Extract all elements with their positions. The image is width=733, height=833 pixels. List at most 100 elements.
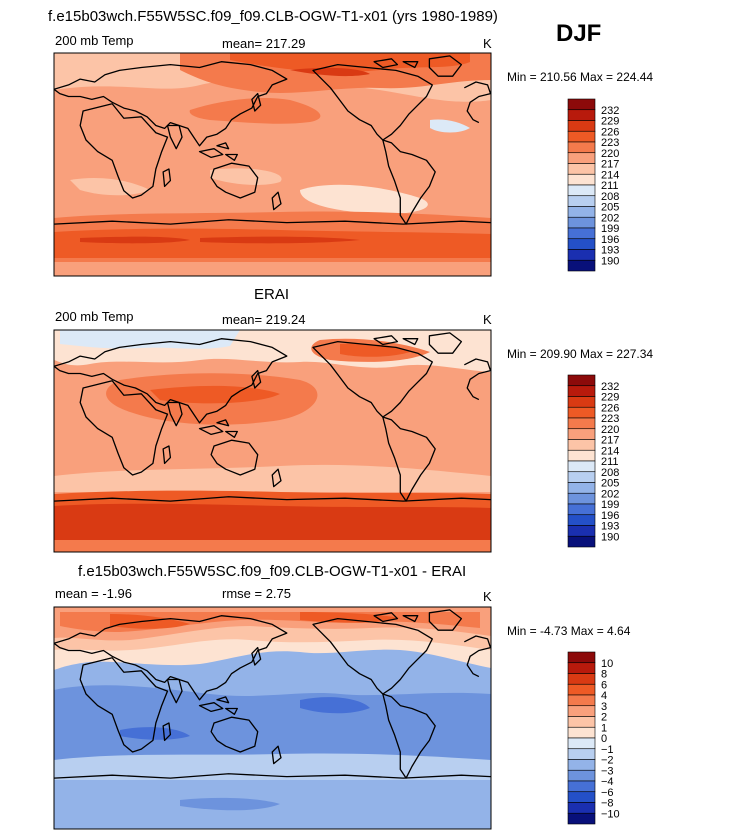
colorbar-swatch [567,152,596,164]
colorbar-tick-label: 202 [601,488,619,500]
panel2-map [54,330,491,552]
colorbar-tick-label: −3 [601,765,614,777]
colorbar-tick-label: 211 [601,456,619,468]
colorbar-tick-label: 229 [601,392,619,404]
colorbar-swatch [567,460,596,473]
colorbar-tick-label: −8 [601,798,614,810]
colorbar-swatch [567,748,596,760]
colorbar-tick-label: 1 [601,722,607,734]
panel3-frame [53,606,492,830]
colorbar-swatch [567,195,596,207]
colorbar-tick-label: 232 [601,381,619,393]
panel1-colorbar: 2322292262232202172142112082052021991961… [567,98,619,272]
colorbar-swatch [567,694,596,707]
colorbar-swatch [567,120,596,132]
colorbar-tick-label: 217 [601,435,619,447]
colorbar-tick-label: 6 [601,679,607,691]
panel1-minmax: Min = 210.56 Max = 224.44 [507,70,654,84]
colorbar-swatch [567,141,596,154]
colorbar-tick-label: 196 [601,510,619,522]
colorbar-swatch [567,449,596,462]
colorbar-swatch [567,396,596,408]
colorbar-tick-label: 2 [601,712,607,724]
colorbar-swatch [567,216,596,229]
colorbar-tick-label: 0 [601,733,607,745]
colorbar-swatch [567,759,596,771]
colorbar-swatch [567,249,596,261]
colorbar-tick-label: 3 [601,701,607,713]
colorbar-tick-label: 205 [601,478,619,490]
colorbar-tick-label: 196 [601,234,619,246]
colorbar-swatch [567,227,596,240]
colorbar-tick-label: 202 [601,212,619,224]
colorbar-tick-label: 217 [601,159,619,171]
colorbar-tick-label: 190 [601,255,619,267]
panel1-mean-label: mean= 217.29 [222,36,306,51]
colorbar-swatch [567,726,596,739]
panel3-mean-label: mean = -1.96 [55,586,132,601]
colorbar-tick-label: 211 [601,180,619,192]
colorbar-swatch [567,184,596,197]
colorbar-tick-label: 214 [601,445,619,457]
season-label: DJF [556,20,602,47]
colorbar-swatch [567,716,596,728]
colorbar-swatch [567,417,596,430]
colorbar-tick-label: 226 [601,402,619,414]
colorbar-tick-label: 223 [601,137,619,149]
colorbar-tick-label: 223 [601,413,619,425]
colorbar-swatch [567,238,596,250]
panel1-frame [53,52,492,277]
colorbar-swatch [567,769,596,782]
colorbar-swatch [567,471,596,483]
colorbar-swatch [567,503,596,516]
panel3-title: f.e15b03wch.F55W5SC.f09_f09.CLB-OGW-T1-x… [78,563,467,580]
colorbar-swatch [567,163,596,175]
panel2-frame [53,329,492,553]
colorbar-tick-label: 8 [601,669,607,681]
colorbar-swatch [567,385,596,397]
panel3-minmax: Min = -4.73 Max = 4.64 [507,624,631,638]
panel3-units: K [483,589,492,604]
colorbar-tick-label: 205 [601,202,619,214]
colorbar-swatch [567,109,596,121]
colorbar-tick-label: −10 [601,808,620,820]
colorbar-swatch [567,662,596,674]
panel2-title: ERAI [254,286,290,303]
colorbar-swatch [567,130,596,143]
colorbar-tick-label: 4 [601,690,607,702]
colorbar-swatch [567,428,596,440]
colorbar-swatch [567,737,596,750]
colorbar-swatch [567,673,596,685]
colorbar-swatch [567,802,596,814]
panel1-units: K [483,36,492,51]
colorbar-swatch [567,791,596,803]
panel3-map [54,607,491,829]
colorbar-tick-label: 190 [601,531,619,543]
colorbar-swatch [567,173,596,186]
panel1-map [54,53,491,276]
colorbar-swatch [567,439,596,451]
colorbar-swatch [567,374,596,387]
colorbar-tick-label: 232 [601,105,619,117]
colorbar-tick-label: −6 [601,787,614,799]
colorbar-swatch [567,259,596,272]
colorbar-tick-label: −4 [601,776,614,788]
colorbar-tick-label: 199 [601,223,619,235]
colorbar-tick-label: 208 [601,191,619,203]
colorbar-swatch [567,406,596,419]
panel1-title: f.e15b03wch.F55W5SC.f09_f09.CLB-OGW-T1-x… [48,8,498,25]
colorbar-swatch [567,780,596,793]
panel2-minmax: Min = 209.90 Max = 227.34 [507,347,654,361]
colorbar-swatch [567,683,596,696]
colorbar-swatch [567,98,596,111]
colorbar-tick-label: −1 [601,744,614,756]
panel2-colorbar: 2322292262232202172142112082052021991961… [567,374,619,548]
panel2-variable-label: 200 mb Temp [55,309,134,324]
colorbar-tick-label: −2 [601,755,614,767]
colorbar-tick-label: 226 [601,126,619,138]
colorbar-tick-label: 220 [601,424,619,436]
colorbar-swatch [567,514,596,526]
colorbar-tick-label: 193 [601,245,619,257]
